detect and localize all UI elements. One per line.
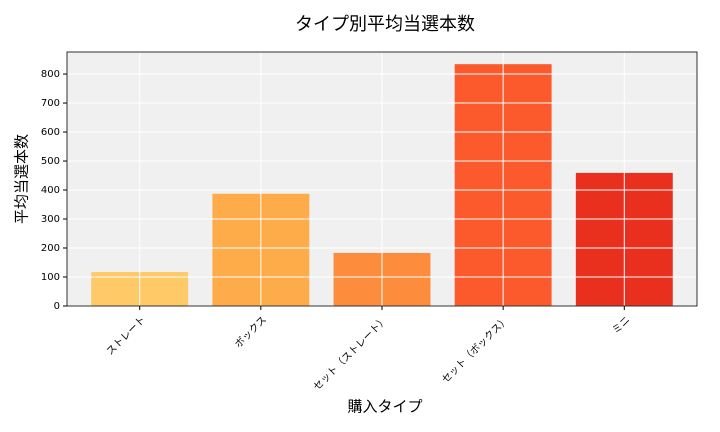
y-tick-label: 600 — [41, 127, 60, 138]
y-tick-label: 0 — [54, 301, 60, 312]
x-axis-label: 購入タイプ — [347, 398, 422, 416]
x-tick-label: ボックス — [233, 314, 270, 351]
y-tick-label: 400 — [41, 185, 60, 196]
y-tick-label: 800 — [41, 69, 60, 80]
y-tick-label: 700 — [41, 98, 60, 109]
x-tick-label: セット（ストレート） — [311, 314, 390, 393]
x-tick-label: セット（ボックス） — [439, 314, 511, 386]
plot-frame — [66, 51, 698, 307]
x-tick-label: ミニ — [611, 314, 633, 336]
y-tick-label: 200 — [41, 243, 60, 254]
y-tick-label: 100 — [41, 272, 60, 283]
x-tick-label: ストレート — [105, 314, 148, 357]
y-tick-label: 500 — [41, 156, 60, 167]
y-axis-label: 平均当選本数 — [13, 134, 31, 224]
chart-title: タイプ別平均当選本数 — [295, 14, 475, 35]
y-tick-label: 300 — [41, 214, 60, 225]
